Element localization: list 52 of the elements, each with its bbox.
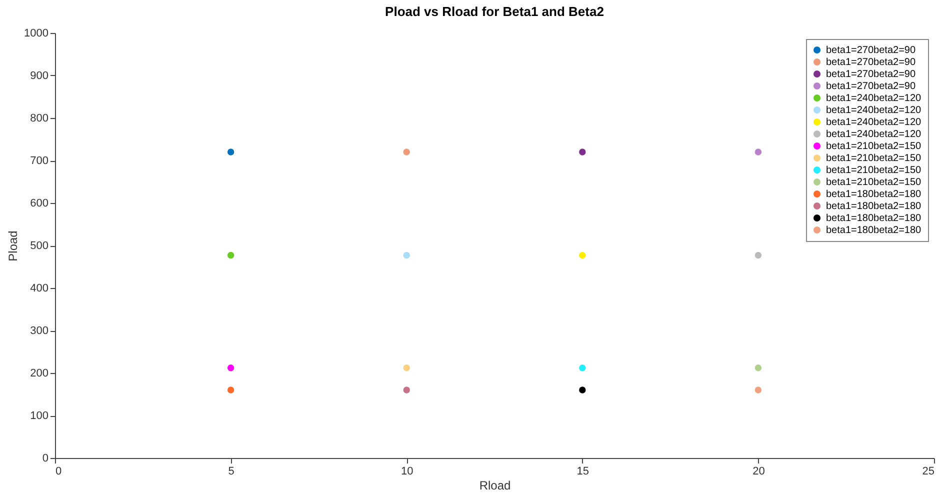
point bbox=[579, 148, 586, 156]
legend-label: beta1=270beta2=90 bbox=[826, 45, 916, 56]
x-tick-label: 0 bbox=[56, 466, 62, 478]
x-tick-label: 25 bbox=[922, 466, 934, 478]
legend-label: beta1=210beta2=150 bbox=[826, 177, 922, 188]
legend-label: beta1=240beta2=120 bbox=[826, 105, 922, 116]
legend-label: beta1=270beta2=90 bbox=[826, 57, 916, 68]
point bbox=[579, 386, 586, 394]
point bbox=[754, 252, 762, 259]
y-tick-label: 100 bbox=[30, 410, 48, 422]
legend-label: beta1=210beta2=150 bbox=[826, 165, 922, 176]
legend-label: beta1=270beta2=90 bbox=[826, 81, 916, 92]
point bbox=[227, 364, 234, 372]
y-tick-label: 1000 bbox=[24, 28, 48, 40]
y-tick-label: 400 bbox=[30, 282, 48, 294]
x-tick-label: 15 bbox=[576, 466, 590, 478]
point bbox=[579, 252, 586, 259]
point bbox=[403, 386, 410, 394]
point bbox=[403, 252, 410, 259]
y-tick-label: 0 bbox=[42, 452, 48, 464]
point bbox=[227, 252, 234, 259]
legend-label: beta1=180beta2=180 bbox=[826, 189, 922, 200]
y-tick-label: 600 bbox=[30, 198, 48, 210]
point bbox=[403, 148, 410, 156]
x-tick-label: 10 bbox=[400, 466, 414, 478]
chart-title: Pload vs Rload for Beta1 and Beta2 bbox=[385, 4, 604, 19]
legend-label: beta1=210beta2=150 bbox=[826, 141, 922, 152]
legend-label: beta1=240beta2=120 bbox=[826, 129, 922, 140]
y-tick-label: 200 bbox=[30, 368, 48, 380]
point bbox=[754, 364, 762, 372]
y-axis-title: Pload bbox=[6, 230, 20, 262]
x-tick-label: 5 bbox=[228, 466, 234, 478]
point bbox=[579, 364, 586, 372]
x-axis-title: Rload bbox=[479, 478, 511, 492]
x-tick-label: 20 bbox=[752, 466, 765, 478]
y-tick-label: 300 bbox=[30, 325, 48, 337]
legend-label: beta1=240beta2=120 bbox=[826, 117, 922, 128]
legend-label: beta1=210beta2=150 bbox=[826, 153, 922, 164]
point bbox=[754, 148, 762, 156]
legend-label: beta1=240beta2=120 bbox=[826, 93, 922, 104]
y-tick-label: 500 bbox=[30, 240, 48, 252]
point bbox=[227, 386, 234, 394]
point bbox=[754, 386, 762, 394]
legend-label: beta1=270beta2=90 bbox=[826, 69, 916, 80]
legend-label: beta1=180beta2=180 bbox=[826, 213, 922, 224]
y-tick-label: 800 bbox=[30, 112, 48, 124]
y-tick-label: 900 bbox=[30, 70, 48, 82]
point bbox=[227, 148, 234, 156]
legend-label: beta1=180beta2=180 bbox=[826, 201, 922, 212]
y-tick-label: 700 bbox=[30, 155, 48, 167]
point bbox=[403, 364, 410, 372]
legend-label: beta1=180beta2=180 bbox=[826, 225, 922, 236]
